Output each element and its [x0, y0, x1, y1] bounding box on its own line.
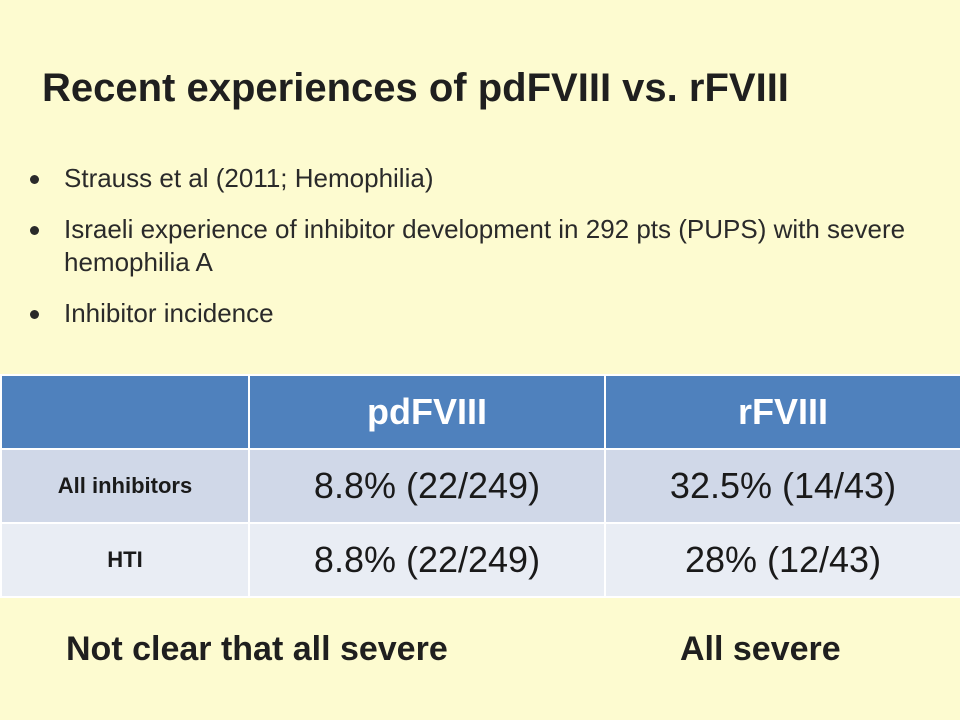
bullet-dot-icon: [30, 226, 39, 235]
bullet-text: Israeli experience of inhibitor developm…: [64, 214, 906, 277]
bullet-text: Strauss et al (2011; Hemophilia): [64, 163, 434, 193]
row-label: HTI: [0, 522, 250, 598]
table-row: All inhibitors 8.8% (22/249) 32.5% (14/4…: [0, 448, 960, 524]
bullet-item: Strauss et al (2011; Hemophilia): [28, 162, 908, 195]
table-row: HTI 8.8% (22/249) 28% (12/43): [0, 522, 960, 598]
header-pdfviii: pdFVIII: [248, 374, 606, 450]
cell-pdfviii: 8.8% (22/249): [248, 448, 606, 524]
bullet-dot-icon: [30, 310, 39, 319]
slide-title: Recent experiences of pdFVIII vs. rFVIII: [42, 66, 789, 110]
bullet-dot-icon: [30, 175, 39, 184]
bullet-list: Strauss et al (2011; Hemophilia) Israeli…: [28, 162, 908, 348]
bullet-item: Israeli experience of inhibitor developm…: [28, 213, 908, 279]
pdfviii-note: Not clear that all severe: [66, 630, 448, 668]
cell-pdfviii: 8.8% (22/249): [248, 522, 606, 598]
table-header-row: pdFVIII rFVIII: [0, 374, 960, 450]
header-empty-cell: [0, 374, 250, 450]
row-label: All inhibitors: [0, 448, 250, 524]
header-rfviii: rFVIII: [604, 374, 960, 450]
cell-rfviii: 32.5% (14/43): [604, 448, 960, 524]
bullet-item: Inhibitor incidence: [28, 297, 908, 330]
rfviii-note: All severe: [680, 630, 841, 668]
cell-rfviii: 28% (12/43): [604, 522, 960, 598]
inhibitor-incidence-table: pdFVIII rFVIII All inhibitors 8.8% (22/2…: [0, 374, 960, 598]
bullet-text: Inhibitor incidence: [64, 298, 274, 328]
